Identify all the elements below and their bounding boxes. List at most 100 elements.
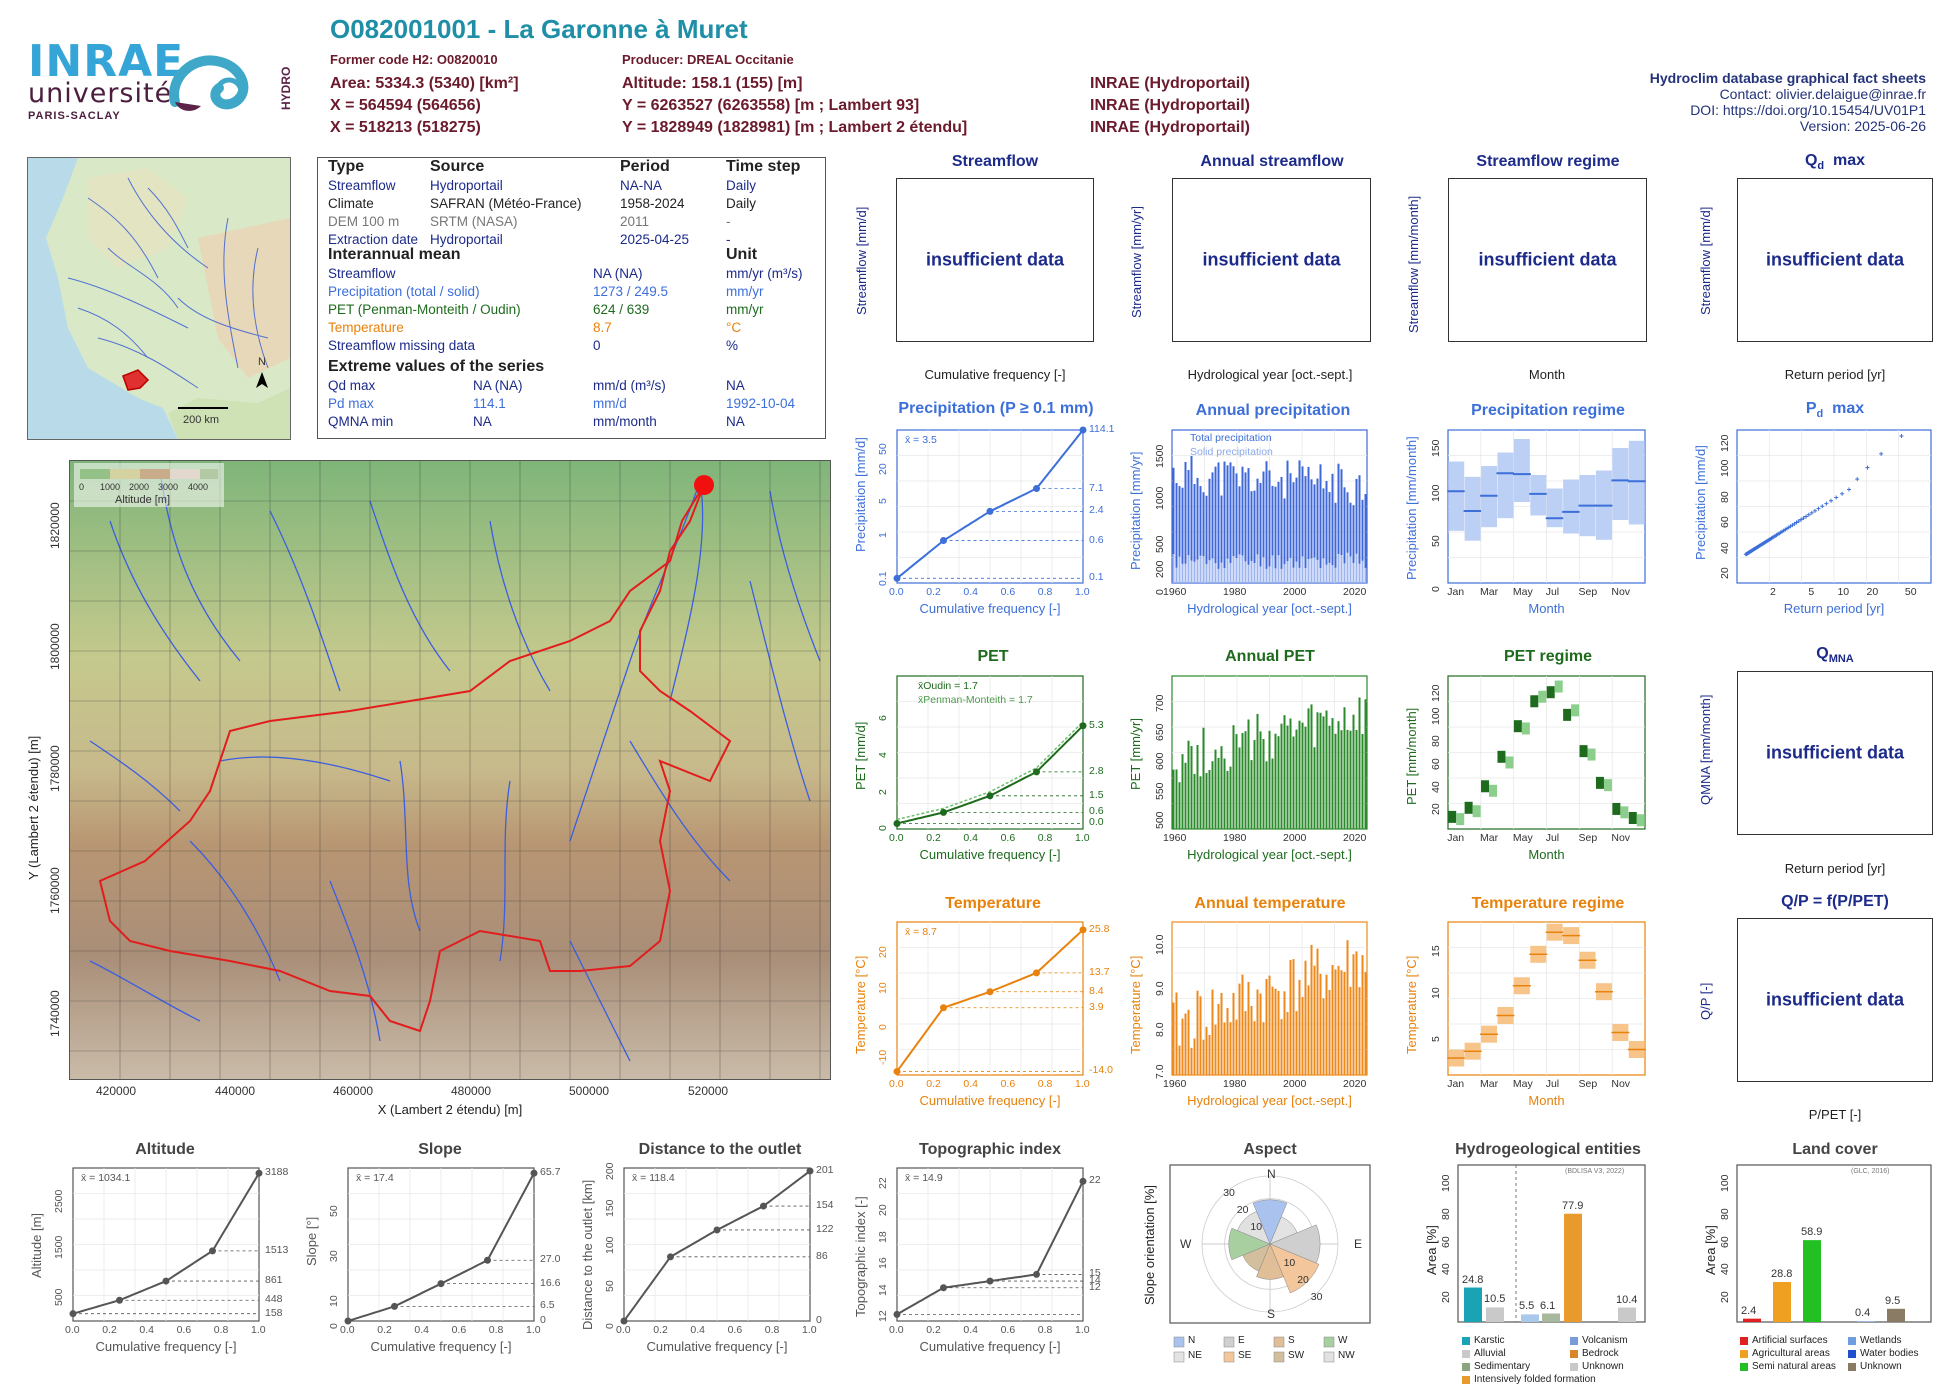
annual_temp-x-tick: 2020 xyxy=(1343,1078,1367,1090)
pet_regime-y-tick: 120 xyxy=(1430,684,1442,702)
pet-right-label: 1.5 xyxy=(1089,788,1104,801)
precip-quartile-point xyxy=(1079,426,1087,434)
altitude-x-tick: 0.8 xyxy=(213,1324,229,1336)
info-row-period: NA-NA xyxy=(620,178,663,193)
annual_precip-bar-solid xyxy=(1316,559,1319,583)
hydrogeo-bar xyxy=(1464,1287,1482,1322)
annual_precip-bar xyxy=(1247,468,1250,583)
precip-x-tick: 0.6 xyxy=(1000,586,1016,598)
qmna-panel: insufficient data xyxy=(1737,671,1933,835)
annual_pet-bar xyxy=(1259,731,1262,829)
annual_precip-y-tick: 500 xyxy=(1154,534,1166,553)
landcover-bar-label: 0.4 xyxy=(1855,1307,1871,1320)
annual_temp-bar xyxy=(1196,990,1199,1075)
annual_temp-bar xyxy=(1271,986,1274,1075)
pet-regime-box-pm xyxy=(1538,690,1547,703)
pet_regime-xlabel: Month xyxy=(1528,847,1565,862)
annual_precip-bar xyxy=(1178,486,1181,583)
pd-max-y-tick: 60 xyxy=(1719,516,1731,529)
annual_temp-bar xyxy=(1187,1009,1190,1075)
annual-precip-legend-solid: Solid precipitation xyxy=(1190,446,1273,458)
info-table: Type Source Period Time step Interannual… xyxy=(317,157,826,439)
annual_precip-bar xyxy=(1238,486,1241,583)
streamflow-xlabel: Cumulative frequency [-] xyxy=(924,367,1066,382)
annual_precip-bar xyxy=(1325,481,1328,583)
precip-quartile-point xyxy=(1033,485,1040,493)
landcover-y-tick: 60 xyxy=(1719,1235,1731,1248)
annual_temp-bar xyxy=(1316,948,1319,1075)
topo-plot xyxy=(893,1167,1087,1322)
distance-ylabel: Distance to the outlet [km] xyxy=(580,1179,595,1330)
pet-regime-box-pm xyxy=(1472,805,1481,818)
pet-regime-box-pm xyxy=(1456,813,1465,826)
map-y-tick: 1740000 xyxy=(48,990,62,1037)
annual_pet-bar xyxy=(1301,722,1304,829)
temp-quartile-point xyxy=(1079,926,1087,934)
hydrogeo-source: (BDLISA V3, 2022) xyxy=(1565,1168,1625,1175)
annual_temp-bar xyxy=(1265,979,1268,1075)
slope-quartile-point xyxy=(437,1280,445,1288)
x-lambert2e: X = 518213 (518275) xyxy=(330,119,481,136)
pet-x-tick: 0.2 xyxy=(926,832,941,844)
annual_pet-y-tick: 650 xyxy=(1154,723,1166,741)
landcover-legend-box xyxy=(1740,1350,1748,1358)
hydrogeo-legend-label: Karstic xyxy=(1474,1335,1505,1346)
altitude-right-label: 3188 xyxy=(265,1166,289,1179)
source-2: INRAE (Hydroportail) xyxy=(1090,97,1250,114)
distance-title: Distance to the outlet xyxy=(638,1141,802,1158)
annual_precip-bar-solid xyxy=(1208,560,1211,583)
pet-curve-pm xyxy=(896,721,1084,821)
landcover-legend-label: Wetlands xyxy=(1860,1335,1902,1346)
annual_precip-bar-solid xyxy=(1337,553,1340,583)
annual_temp-bar xyxy=(1253,1021,1256,1075)
doi: DOI: https://doi.org/10.15454/UV01P1 xyxy=(1690,102,1926,118)
annual_temp-bar xyxy=(1319,973,1322,1075)
landcover-legend-box xyxy=(1740,1337,1748,1345)
pd-max-point xyxy=(1855,477,1860,482)
annual_temp-bar xyxy=(1310,944,1313,1075)
pet-ylabel: PET [mm/d] xyxy=(853,721,868,790)
col-timestep: Time step xyxy=(726,158,801,175)
annual_precip-bar xyxy=(1274,486,1277,583)
streamflow-title: Streamflow xyxy=(951,153,1039,170)
annual_temp-bar xyxy=(1202,1039,1205,1075)
annual_precip-bar-solid xyxy=(1301,556,1304,583)
annual_pet-bar xyxy=(1325,710,1328,829)
slope-mean: x̄ = 17.4 xyxy=(356,1172,394,1184)
streamflow-insufficient: insufficient data xyxy=(925,249,1064,270)
annual_precip-x-tick: 2020 xyxy=(1343,586,1367,598)
landcover-legend-label: Unknown xyxy=(1860,1361,1902,1372)
annual_precip-bar xyxy=(1340,469,1343,583)
slope-right-label: 0 xyxy=(540,1314,546,1326)
precip_regime-y-tick: 50 xyxy=(1430,535,1442,547)
annual_precip-bar-solid xyxy=(1319,568,1322,583)
aspect-ring-label-se: 20 xyxy=(1297,1274,1309,1286)
slope-x-tick: 1.0 xyxy=(526,1324,541,1336)
landcover-bar xyxy=(1857,1321,1875,1322)
extreme-unit: mm/d xyxy=(593,396,627,411)
mean-value: 8.7 xyxy=(593,320,612,335)
topo-quartile-point xyxy=(893,1310,901,1318)
annual_pet-bar xyxy=(1229,766,1232,829)
hydrogeo-legend-swatch xyxy=(1462,1350,1470,1358)
qp-insufficient: insufficient data xyxy=(1765,989,1904,1010)
temp-right-label: 8.4 xyxy=(1089,984,1104,997)
slope-title: Slope xyxy=(418,1141,462,1158)
hydrogeo-bar xyxy=(1542,1313,1560,1322)
pet_regime-x-tick: Jan xyxy=(1447,832,1465,844)
info-row-type: Streamflow xyxy=(328,178,396,193)
aspect-wedge xyxy=(1228,1227,1271,1261)
map-x-tick: 420000 xyxy=(96,1084,137,1098)
annual_temp-bar xyxy=(1280,1019,1283,1075)
annual_pet-bar xyxy=(1193,773,1196,829)
annual_pet-bar xyxy=(1232,725,1235,829)
aspect-legend-label: S xyxy=(1288,1335,1295,1346)
altitude-plot xyxy=(69,1167,263,1322)
aspect-ylabel: Slope orientation [%] xyxy=(1142,1185,1157,1305)
altitude-right-label: 158 xyxy=(265,1306,283,1319)
aspect-legend-label: SE xyxy=(1238,1350,1252,1361)
annual_temp-bar xyxy=(1307,985,1310,1075)
altitude-info: Altitude: 158.1 (155) [m] xyxy=(622,75,803,92)
hydrogeo-legend-box xyxy=(1462,1350,1470,1358)
slope-y-tick: 50 xyxy=(328,1204,340,1217)
